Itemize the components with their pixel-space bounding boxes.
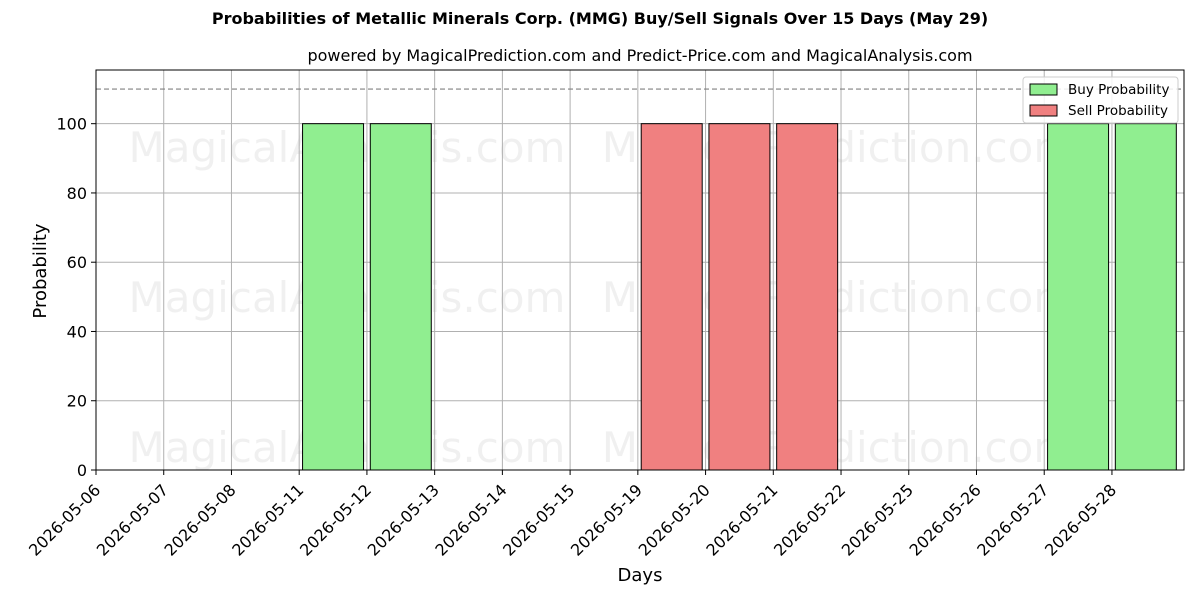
y-tick-label: 80 xyxy=(67,184,87,203)
bar xyxy=(776,123,839,471)
x-tick-label: 2026-05-27 xyxy=(973,480,1052,559)
x-tick-label: 2026-05-26 xyxy=(906,480,985,559)
x-tick-label: 2026-05-22 xyxy=(770,480,849,559)
bar xyxy=(708,123,771,471)
x-tick-label: 2026-05-12 xyxy=(296,480,375,559)
legend-box xyxy=(1022,76,1179,124)
x-tick-label: 2026-05-14 xyxy=(431,480,510,559)
y-tick-label: 40 xyxy=(67,322,87,341)
y-tick-label: 0 xyxy=(77,461,87,480)
bar xyxy=(1114,123,1177,471)
x-tick-label: 2026-05-15 xyxy=(499,480,578,559)
legend-label: Buy Probability xyxy=(1068,82,1169,98)
legend-swatch xyxy=(1029,104,1058,117)
x-tick-label: 2026-05-08 xyxy=(161,480,240,559)
chart-subtitle: powered by MagicalPrediction.com and Pre… xyxy=(307,46,973,65)
x-tick-label: 2026-05-25 xyxy=(838,480,917,559)
legend: Buy Probability Sell Probability xyxy=(1022,76,1179,124)
bar xyxy=(302,123,365,471)
y-tick-label: 20 xyxy=(67,392,87,411)
x-tick-label: 2026-05-20 xyxy=(635,480,714,559)
bar xyxy=(640,123,703,471)
x-tick-label: 2026-05-06 xyxy=(25,480,104,559)
y-tick-label: 60 xyxy=(67,253,87,272)
y-axis-title: Probability xyxy=(30,223,51,318)
plot-frame xyxy=(95,69,1185,471)
watermark-layer: MagicalAnalysis.comMagicalPrediction.com… xyxy=(129,123,1075,472)
x-tick-label: 2026-05-13 xyxy=(364,480,443,559)
legend-label: Sell Probability xyxy=(1068,103,1168,119)
bar xyxy=(1047,123,1110,471)
chart-title: Probabilities of Metallic Minerals Corp.… xyxy=(211,9,989,28)
x-tick-label: 2026-05-21 xyxy=(702,480,781,559)
x-tick-label: 2026-05-19 xyxy=(567,480,646,559)
x-tick-label: 2026-05-28 xyxy=(1041,480,1120,559)
bar xyxy=(369,123,432,471)
bar-layer xyxy=(302,123,1177,471)
legend-swatch xyxy=(1029,83,1058,96)
x-tick-label: 2026-05-07 xyxy=(93,480,172,559)
x-tick-label: 2026-05-11 xyxy=(228,480,307,559)
x-axis-title: Days xyxy=(618,565,663,586)
y-tick-label: 100 xyxy=(56,115,87,134)
